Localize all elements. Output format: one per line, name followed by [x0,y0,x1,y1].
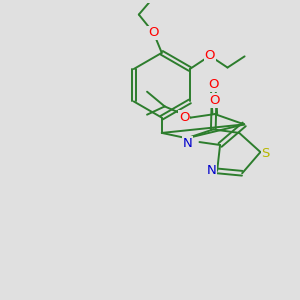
Text: S: S [262,147,270,160]
Text: N: N [206,164,216,177]
Text: O: O [208,78,218,91]
Text: O: O [209,94,219,107]
Text: O: O [179,110,189,124]
Text: O: O [205,49,215,62]
Text: O: O [148,26,159,39]
Text: N: N [182,137,192,150]
